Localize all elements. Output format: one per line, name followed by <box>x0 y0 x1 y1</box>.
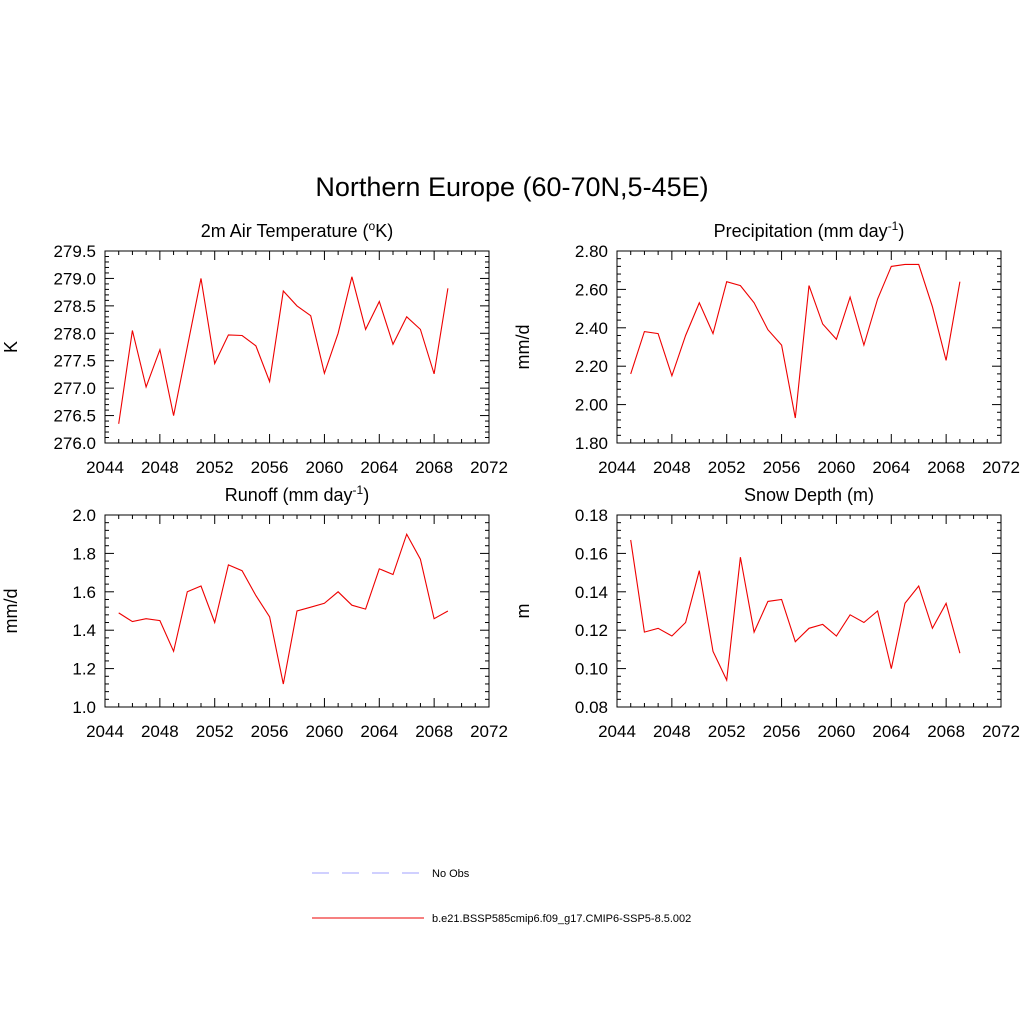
panel-2: Precipitation (mm day-1) mm/d 2044 2048 2052… <box>513 219 1020 477</box>
x-tick-label: 2060 <box>818 458 856 477</box>
x-tick-label: 2064 <box>360 458 398 477</box>
x-tick-label: 2044 <box>598 722 636 741</box>
y-tick-label: 0.12 <box>575 621 608 640</box>
x-tick-label: 2060 <box>306 722 344 741</box>
y-tick-label: 279.5 <box>53 242 96 261</box>
y-tick-label: 0.10 <box>575 660 608 679</box>
y-tick-label: 1.80 <box>575 434 608 453</box>
series-line-1 <box>118 532 449 685</box>
panel-title-main: Snow Depth (m) <box>744 485 874 505</box>
panel-title-tail: ) <box>898 221 904 241</box>
panel-title-main: Runoff (mm day <box>225 485 353 505</box>
x-tick-label: 2056 <box>251 458 289 477</box>
x-tick-label: 2068 <box>415 458 453 477</box>
x-tick-label: 2048 <box>141 458 179 477</box>
x-tick-label: 2064 <box>872 458 910 477</box>
y-tick-label: 276.0 <box>53 434 96 453</box>
series-line-1 <box>630 263 961 419</box>
y-tick-label: 1.0 <box>72 698 96 717</box>
x-tick-label: 2052 <box>196 722 234 741</box>
panel-title-superscript: -1 <box>888 219 899 233</box>
x-tick-label: 2068 <box>415 722 453 741</box>
y-tick-label: 2.40 <box>575 319 608 338</box>
panel-title-superscript: o <box>369 219 376 233</box>
x-tick-label: 2072 <box>982 458 1020 477</box>
x-tick-label: 2068 <box>927 722 965 741</box>
x-tick-label: 2060 <box>306 458 344 477</box>
figure-title: Northern Europe (60-70N,5-45E) <box>315 172 708 202</box>
y-tick-label: 1.6 <box>72 583 96 602</box>
x-tick-label: 2048 <box>653 458 691 477</box>
y-tick-label: 278.0 <box>53 324 96 343</box>
y-tick-label: 0.14 <box>575 583 608 602</box>
y-tick-label: 0.18 <box>575 506 608 525</box>
x-tick-label: 2044 <box>86 458 124 477</box>
x-tick-label: 2064 <box>360 722 398 741</box>
x-tick-label: 2056 <box>763 458 801 477</box>
panel-title: 2m Air Temperature (oK) <box>201 219 393 241</box>
x-tick-label: 2056 <box>763 722 801 741</box>
panel-title-main: 2m Air Temperature ( <box>201 221 369 241</box>
panels: 2m Air Temperature (oK) K 2044 2048 2052 2056… <box>1 219 1020 741</box>
y-tick-label: 279.0 <box>53 269 96 288</box>
y-tick-label: 1.8 <box>72 544 96 563</box>
panel-title: Snow Depth (m) <box>744 485 874 505</box>
x-tick-label: 2056 <box>251 722 289 741</box>
y-tick-label: 277.5 <box>53 352 96 371</box>
series-line-1 <box>630 539 961 683</box>
legend-label-1: No Obs <box>432 868 470 880</box>
x-tick-label: 2064 <box>872 722 910 741</box>
y-axis-label: mm/d <box>1 589 21 634</box>
panel-title-tail: ) <box>363 485 369 505</box>
x-tick-label: 2072 <box>982 722 1020 741</box>
panel-title-main: Precipitation (mm day <box>714 221 888 241</box>
y-tick-label: 276.5 <box>53 407 96 426</box>
x-tick-label: 2072 <box>470 458 508 477</box>
legend: No Obs b.e21.BSSP585cmip6.f09_g17.CMIP6-S… <box>312 868 691 925</box>
y-tick-label: 0.08 <box>575 698 608 717</box>
y-tick-label: 277.0 <box>53 379 96 398</box>
y-axis-label: K <box>1 341 21 353</box>
x-tick-label: 2052 <box>708 458 746 477</box>
y-tick-label: 0.16 <box>575 544 608 563</box>
y-tick-label: 1.4 <box>72 621 96 640</box>
panel-title: Precipitation (mm day-1) <box>714 219 905 241</box>
y-tick-label: 278.5 <box>53 297 96 316</box>
panel-title-superscript: -1 <box>353 483 364 497</box>
panel-title-tail: K) <box>375 221 393 241</box>
x-tick-label: 2068 <box>927 458 965 477</box>
y-tick-label: 1.2 <box>72 660 96 679</box>
y-tick-label: 2.80 <box>575 242 608 261</box>
x-tick-label: 2044 <box>86 722 124 741</box>
y-tick-label: 2.60 <box>575 280 608 299</box>
x-tick-label: 2060 <box>818 722 856 741</box>
series-line-1 <box>118 276 449 424</box>
x-tick-label: 2052 <box>196 458 234 477</box>
x-tick-label: 2048 <box>141 722 179 741</box>
y-axis-label: m <box>513 604 533 619</box>
y-tick-label: 2.00 <box>575 396 608 415</box>
x-tick-label: 2044 <box>598 458 636 477</box>
y-axis-label: mm/d <box>513 325 533 370</box>
x-tick-label: 2052 <box>708 722 746 741</box>
panel-3: Runoff (mm day-1) mm/d 2044 2048 2052 2056 206… <box>1 483 508 741</box>
legend-label-2: b.e21.BSSP585cmip6.f09_g17.CMIP6-SSP5-8.… <box>432 913 691 925</box>
panel-4: Snow Depth (m) m 2044 2048 2052 2056 2060 2064 2… <box>513 485 1020 741</box>
y-tick-label: 2.0 <box>72 506 96 525</box>
x-tick-label: 2048 <box>653 722 691 741</box>
panel-1: 2m Air Temperature (oK) K 2044 2048 2052 2056… <box>1 219 508 477</box>
y-tick-label: 2.20 <box>575 357 608 376</box>
x-tick-label: 2072 <box>470 722 508 741</box>
panel-title: Runoff (mm day-1) <box>225 483 369 505</box>
